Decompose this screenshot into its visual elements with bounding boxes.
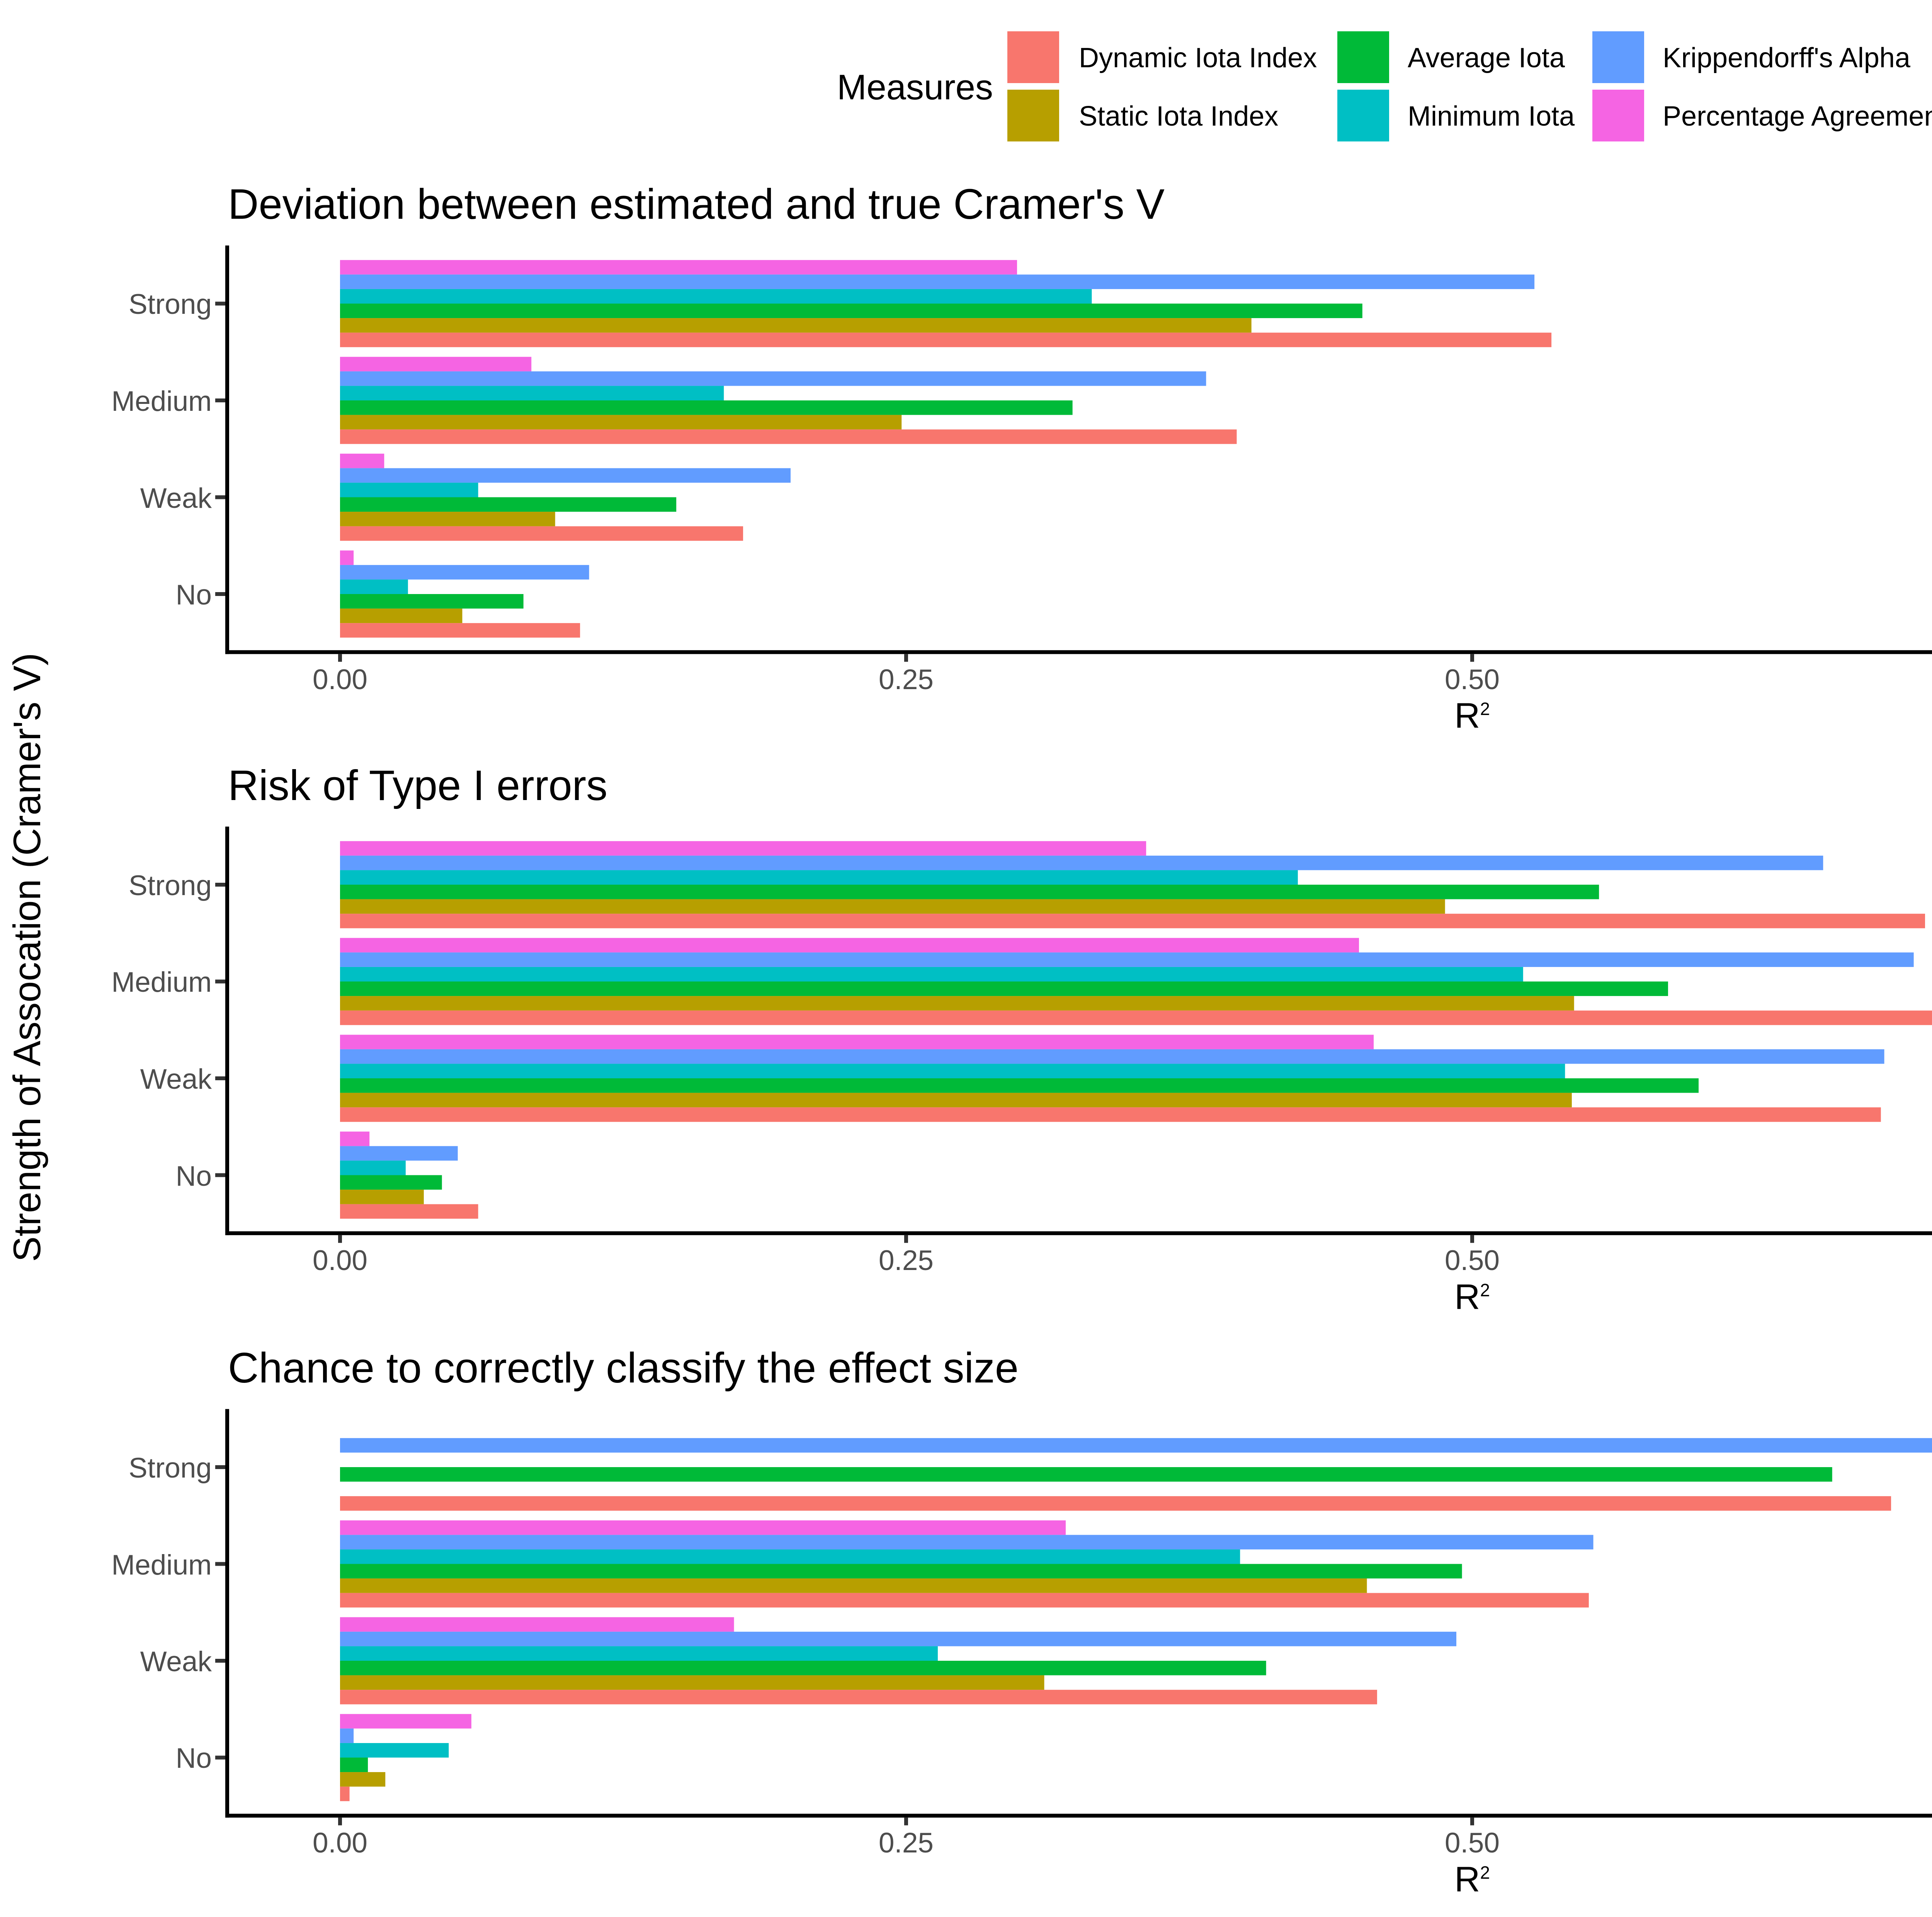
- svg-text:0.50: 0.50: [1445, 1245, 1500, 1276]
- svg-text:Medium: Medium: [111, 1549, 212, 1581]
- svg-text:Static Iota Index: Static Iota Index: [1079, 101, 1278, 132]
- svg-text:Strong: Strong: [129, 870, 212, 901]
- svg-text:0.50: 0.50: [1445, 664, 1500, 695]
- svg-text:0.25: 0.25: [879, 664, 934, 695]
- svg-text:Strong: Strong: [129, 1452, 212, 1484]
- svg-text:Weak: Weak: [140, 1646, 212, 1677]
- svg-text:No: No: [176, 1743, 212, 1774]
- svg-text:Medium: Medium: [111, 967, 212, 998]
- svg-text:Weak: Weak: [140, 483, 212, 514]
- svg-text:Strong: Strong: [129, 289, 212, 320]
- svg-text:No: No: [176, 1161, 212, 1192]
- svg-text:0.25: 0.25: [879, 1827, 934, 1859]
- svg-text:Risk of Type I errors: Risk of Type I errors: [228, 762, 607, 809]
- svg-text:0.00: 0.00: [313, 1827, 367, 1859]
- svg-text:0.50: 0.50: [1445, 1827, 1500, 1859]
- svg-text:Dynamic Iota Index: Dynamic Iota Index: [1079, 43, 1317, 73]
- svg-text:0.00: 0.00: [313, 664, 367, 695]
- svg-text:No: No: [176, 579, 212, 611]
- svg-text:Minimum Iota: Minimum Iota: [1408, 101, 1575, 132]
- svg-text:Medium: Medium: [111, 386, 212, 417]
- svg-text:Average Iota: Average Iota: [1408, 43, 1565, 73]
- svg-text:Chance to correctly classify t: Chance to correctly classify the effect …: [228, 1344, 1019, 1392]
- svg-text:0.00: 0.00: [313, 1245, 367, 1276]
- svg-text:Percentage Agreement: Percentage Agreement: [1663, 101, 1932, 132]
- svg-text:Measures: Measures: [837, 68, 993, 107]
- svg-text:0.25: 0.25: [879, 1245, 934, 1276]
- svg-text:Weak: Weak: [140, 1064, 212, 1095]
- svg-text:Deviation between estimated an: Deviation between estimated and true Cra…: [228, 180, 1165, 228]
- svg-text:Strength of Assocation (Cramer: Strength of Assocation (Cramer's V): [5, 653, 48, 1262]
- svg-text:Krippendorff's Alpha: Krippendorff's Alpha: [1663, 43, 1911, 73]
